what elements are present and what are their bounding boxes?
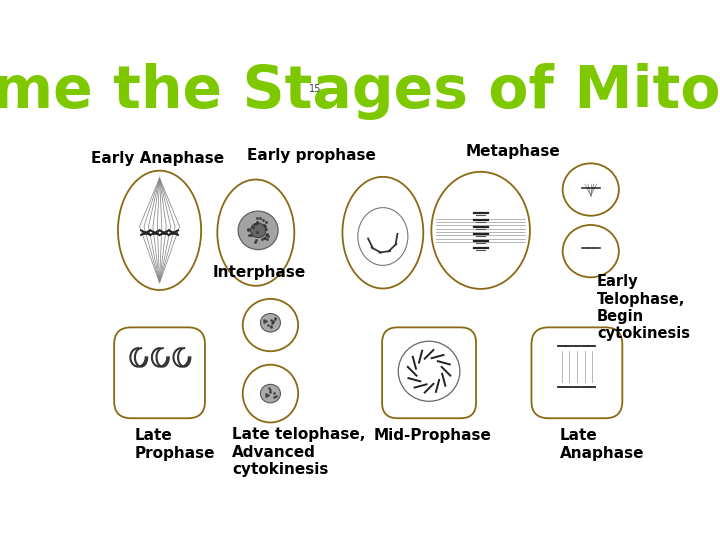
Text: Early
Telophase,
Begin
cytokinesis: Early Telophase, Begin cytokinesis <box>597 274 690 341</box>
Ellipse shape <box>238 211 278 249</box>
Text: Name the Stages of Mitosis:: Name the Stages of Mitosis: <box>0 63 720 120</box>
Ellipse shape <box>261 314 281 332</box>
Text: Early prophase: Early prophase <box>247 148 376 163</box>
Text: Interphase: Interphase <box>213 265 306 280</box>
Ellipse shape <box>261 384 281 403</box>
Text: Late
Prophase: Late Prophase <box>135 428 215 461</box>
Text: Mid-Prophase: Mid-Prophase <box>374 428 492 443</box>
Text: 15: 15 <box>309 84 321 93</box>
Ellipse shape <box>251 223 266 238</box>
Text: Late
Anaphase: Late Anaphase <box>560 428 644 461</box>
Text: Metaphase: Metaphase <box>466 144 560 159</box>
Text: Late telophase,
Advanced
cytokinesis: Late telophase, Advanced cytokinesis <box>232 428 365 477</box>
Text: Early Anaphase: Early Anaphase <box>91 151 225 166</box>
